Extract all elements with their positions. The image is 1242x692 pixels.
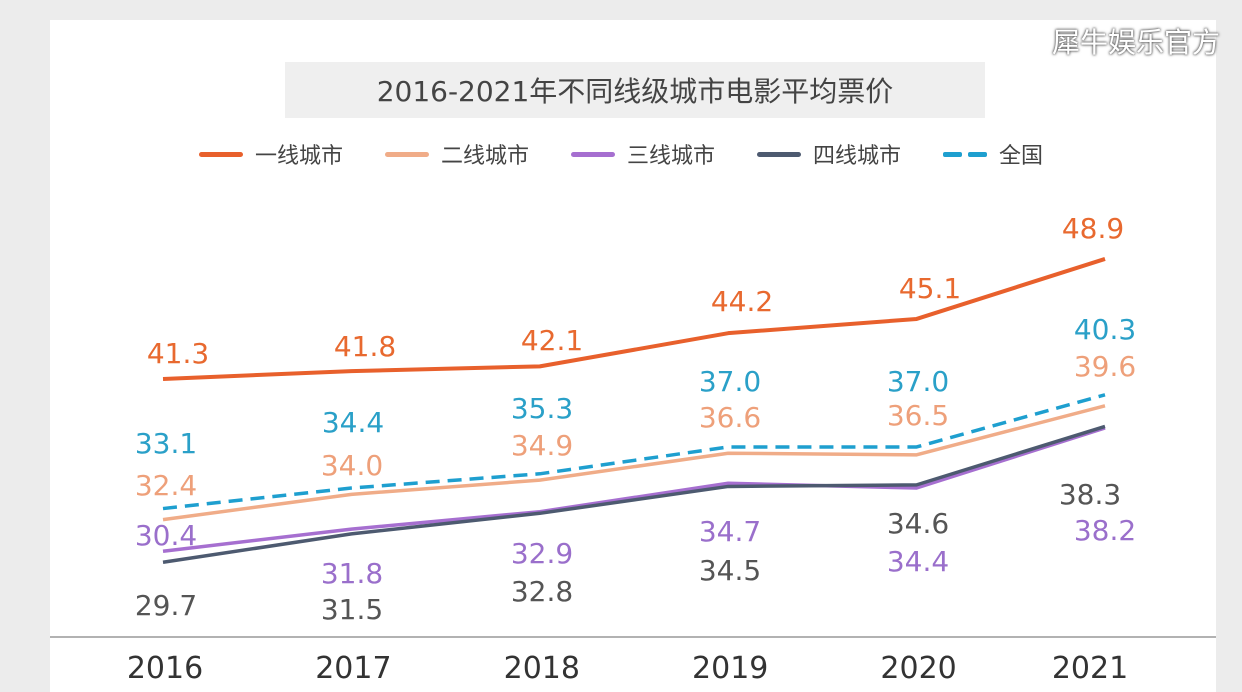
data-label: 41.8 — [334, 330, 396, 363]
data-label: 29.7 — [135, 589, 197, 622]
x-tick-label: 2016 — [127, 651, 203, 686]
data-label: 32.8 — [511, 575, 573, 608]
x-tick-label: 2018 — [504, 651, 580, 686]
data-label: 31.5 — [321, 593, 383, 626]
series-line — [162, 426, 1106, 553]
legend-label: 全国 — [999, 144, 1044, 169]
chart-title: 2016-2021年不同线级城市电影平均票价 — [285, 62, 985, 118]
legend-swatch — [943, 151, 988, 157]
data-label: 34.4 — [887, 545, 949, 578]
data-label: 40.3 — [1074, 313, 1136, 346]
data-label: 32.4 — [135, 469, 197, 502]
data-label: 37.0 — [699, 365, 761, 398]
legend-swatch — [570, 151, 615, 157]
data-label: 35.3 — [511, 392, 573, 425]
legend-swatch — [384, 151, 429, 157]
data-label: 34.5 — [699, 554, 761, 587]
legend-label: 一线城市 — [254, 144, 343, 169]
legend-label: 四线城市 — [813, 144, 902, 169]
series-line — [162, 404, 1106, 522]
data-label: 34.9 — [511, 429, 573, 462]
legend-item: 四线城市 — [757, 138, 901, 170]
legend-swatch — [757, 151, 801, 157]
data-label: 44.2 — [711, 285, 773, 318]
data-label: 48.9 — [1062, 212, 1124, 245]
data-label: 34.0 — [321, 449, 383, 482]
data-label: 31.8 — [321, 557, 383, 590]
series-line — [162, 393, 1106, 511]
data-label: 38.2 — [1074, 514, 1136, 547]
data-label: 37.0 — [887, 365, 949, 398]
legend-item: 一线城市 — [198, 138, 343, 170]
data-label: 34.4 — [322, 406, 384, 439]
series-line — [162, 257, 1106, 381]
legend-item: 二线城市 — [384, 138, 529, 170]
data-label: 36.6 — [699, 401, 761, 434]
data-label: 33.1 — [135, 427, 197, 460]
legend: 一线城市 二线城市 三线城市 四线城市 全国 — [0, 138, 1242, 170]
series-line — [162, 424, 1106, 565]
data-label: 38.3 — [1059, 478, 1121, 511]
data-label: 36.5 — [887, 399, 949, 432]
x-tick-label: 2017 — [315, 651, 391, 686]
data-label: 32.9 — [511, 537, 573, 570]
data-label: 41.3 — [147, 337, 209, 370]
data-label: 42.1 — [521, 324, 583, 357]
x-tick-label: 2019 — [692, 651, 768, 686]
legend-swatch — [198, 151, 243, 157]
legend-label: 二线城市 — [440, 144, 529, 169]
x-tick-label: 2021 — [1052, 651, 1128, 686]
chart-panel — [50, 20, 1216, 692]
data-label: 39.6 — [1074, 350, 1136, 383]
data-label: 34.6 — [887, 507, 949, 540]
data-label: 34.7 — [699, 515, 761, 548]
legend-item: 三线城市 — [570, 138, 715, 170]
data-label: 45.1 — [899, 272, 961, 305]
legend-label: 三线城市 — [626, 144, 715, 169]
legend-item: 全国 — [943, 138, 1043, 170]
data-label: 30.4 — [135, 519, 197, 552]
x-tick-label: 2020 — [880, 651, 956, 686]
watermark: 犀牛娱乐官方 — [1051, 26, 1220, 59]
